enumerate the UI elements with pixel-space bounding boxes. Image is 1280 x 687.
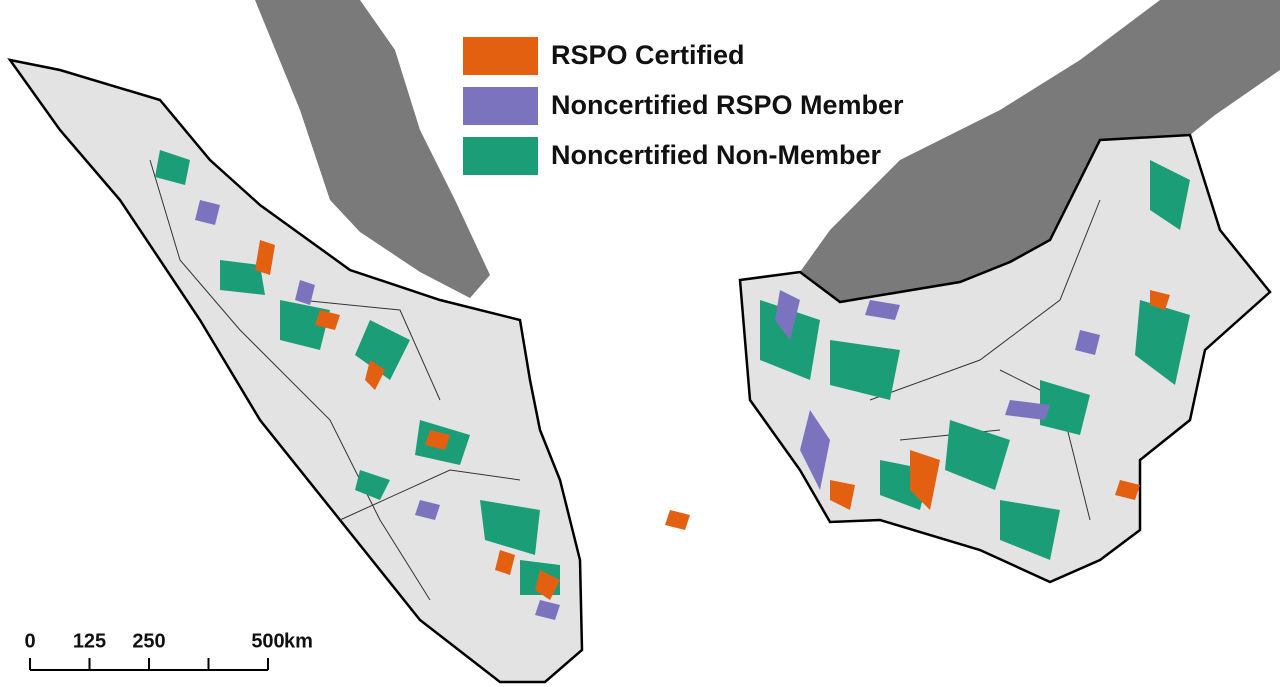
scale-bar: 0 125 250 500 km (24, 630, 313, 671)
legend-label: Noncertified Non-Member (551, 140, 882, 170)
scale-unit: km (284, 630, 313, 652)
scale-label: 250 (132, 630, 165, 652)
plantations (155, 150, 1190, 620)
scale-label: 125 (73, 630, 106, 652)
province-borders (149, 159, 1101, 601)
peninsula (255, 0, 490, 298)
legend-swatch (463, 137, 538, 175)
legend-swatch (463, 87, 538, 125)
legend-swatch (463, 37, 538, 75)
scale-label: 500 (251, 630, 284, 652)
legend-label: RSPO Certified (551, 40, 745, 70)
north-borneo (800, 0, 1280, 302)
legend-label: Noncertified RSPO Member (551, 90, 904, 120)
legend: RSPO Certified Noncertified RSPO Member No… (463, 37, 904, 175)
sumatra (7, 58, 584, 684)
kalimantan (738, 133, 1272, 584)
scale-label: 0 (24, 630, 35, 652)
